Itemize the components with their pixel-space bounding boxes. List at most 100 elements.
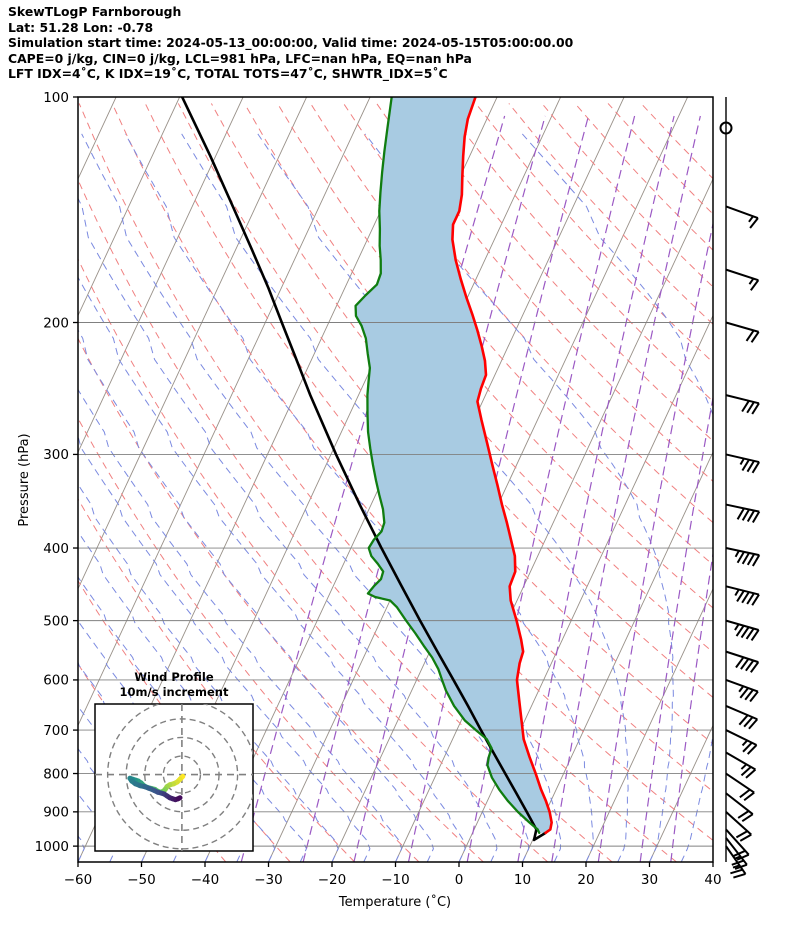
x-tick-label: 30	[641, 872, 658, 888]
barb-full	[734, 863, 748, 870]
barb-half	[740, 763, 748, 770]
dry-adiabat-line	[78, 337, 484, 862]
wind-barb	[725, 828, 750, 861]
barb-full	[742, 742, 753, 753]
barb-full	[736, 507, 745, 520]
barb-full	[736, 551, 745, 564]
barb-full	[745, 627, 755, 640]
moist-adiabat-line	[712, 860, 713, 862]
wind-barb	[725, 453, 760, 474]
hodograph-ring	[162, 755, 202, 794]
barb-shaft	[725, 729, 757, 746]
barb-full	[735, 656, 745, 669]
mixing-ratio-line	[551, 115, 701, 862]
x-tick-label: 40	[704, 872, 721, 888]
x-tick-label: 20	[577, 872, 594, 888]
x-axis-label: Temperature (˚C)	[338, 894, 451, 910]
barb-shaft	[725, 321, 759, 333]
header-title: SkewTLogP Farnborough	[8, 4, 182, 19]
x-tick-label: −10	[381, 872, 410, 888]
dry-adiabat-line	[78, 417, 420, 862]
moist-adiabat-line	[78, 434, 371, 862]
barb-full	[750, 331, 760, 343]
barb-shaft	[725, 678, 759, 693]
barb-full	[750, 279, 760, 291]
barb-full	[739, 687, 749, 699]
header-block: SkewTLogP Farnborough Lat: 51.28 Lon: -0…	[8, 4, 788, 82]
y-tick-label: 600	[43, 673, 69, 689]
barb-full	[735, 625, 745, 637]
barb-full	[743, 716, 754, 728]
barb-full	[745, 329, 755, 342]
moist-adiabat-line	[777, 134, 794, 862]
moist-adiabat-line	[81, 133, 530, 862]
y-tick-label: 500	[43, 613, 69, 629]
barb-full	[735, 830, 748, 839]
mixing-ratio-line	[517, 115, 675, 862]
isotherm-line	[78, 97, 308, 590]
barb-full	[737, 810, 750, 819]
barb-full	[739, 833, 752, 842]
calm-wind-icon	[719, 121, 733, 135]
hodograph-title-line2: 10m/s increment	[120, 685, 229, 699]
wind-barb	[725, 705, 759, 730]
barb-shaft	[725, 751, 756, 771]
header-times: Simulation start time: 2024-05-13_00:00:…	[8, 35, 574, 51]
dry-adiabat-line	[78, 498, 355, 862]
barb-half	[741, 739, 748, 747]
isotherm-line	[649, 724, 713, 862]
dry-adiabat-line	[640, 103, 713, 180]
y-tick-label: 400	[43, 541, 69, 557]
barb-full	[750, 629, 760, 641]
y-tick-label: 900	[43, 805, 69, 821]
barb-full	[748, 718, 759, 730]
wind-barb	[725, 321, 760, 343]
barb-full	[750, 661, 760, 673]
wind-barb	[725, 837, 748, 870]
barb-full	[740, 626, 750, 639]
dry-adiabat-line	[277, 103, 713, 609]
barb-half	[734, 550, 740, 558]
wind-barb	[725, 503, 761, 524]
y-tick-label: 1000	[35, 839, 69, 855]
isotherm-line	[395, 177, 713, 862]
sounding-traces	[180, 97, 553, 842]
x-tick-label: −30	[254, 872, 283, 888]
wind-barb	[725, 729, 758, 755]
barb-shaft	[725, 394, 760, 405]
barb-full	[733, 849, 746, 857]
dry-adiabat-line	[310, 103, 713, 566]
wind-barb	[725, 585, 760, 606]
wind-barb	[725, 811, 752, 842]
wind-barb	[725, 845, 747, 879]
barb-full	[745, 659, 755, 672]
barb-full	[746, 510, 756, 522]
wind-barb	[725, 619, 760, 641]
hodograph-title-line1: Wind Profile	[134, 670, 214, 684]
barb-shaft	[725, 705, 758, 721]
barb-half	[734, 589, 740, 596]
barb-full	[751, 594, 760, 606]
barb-full	[746, 592, 755, 605]
barb-half	[732, 864, 740, 869]
wind-barb	[725, 268, 760, 291]
barb-full	[736, 853, 750, 861]
barb-full	[746, 553, 756, 566]
wind-barb-column	[719, 97, 761, 879]
barb-full	[749, 217, 759, 229]
isotherm-line	[331, 97, 689, 862]
wind-barb	[725, 772, 755, 802]
mixing-ratio-line	[639, 394, 713, 862]
barb-full	[740, 658, 750, 670]
barb-full	[746, 460, 755, 473]
y-tick-label: 100	[43, 90, 69, 106]
moist-adiabat-line	[78, 328, 434, 862]
barb-full	[731, 859, 745, 866]
barb-shaft	[725, 205, 759, 220]
moist-adiabat-line	[364, 133, 674, 862]
barb-full	[739, 788, 751, 799]
moist-adiabat-line	[78, 791, 117, 862]
barb-full	[741, 813, 754, 823]
barb-half	[739, 458, 745, 466]
